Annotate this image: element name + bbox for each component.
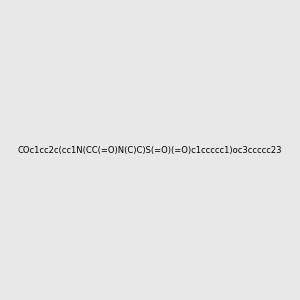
Text: COc1cc2c(cc1N(CC(=O)N(C)C)S(=O)(=O)c1ccccc1)oc3ccccc23: COc1cc2c(cc1N(CC(=O)N(C)C)S(=O)(=O)c1ccc…	[18, 146, 282, 154]
